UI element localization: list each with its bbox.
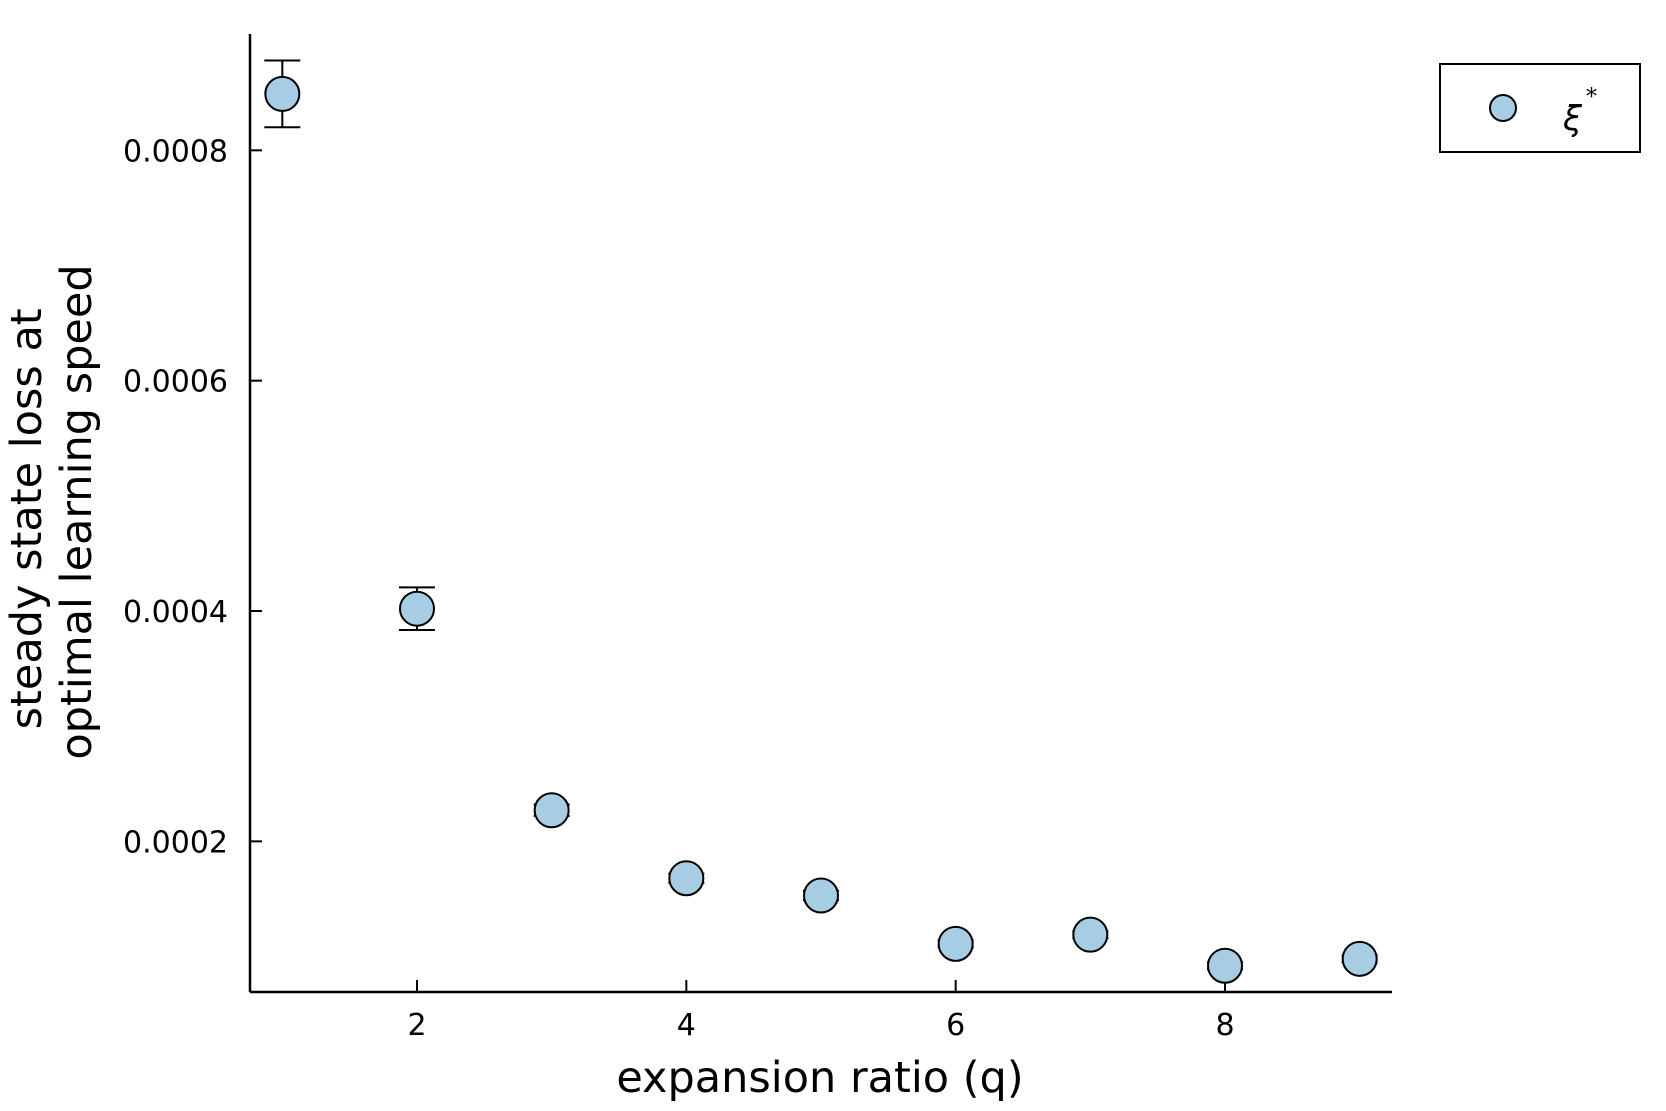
legend-marker [1489,94,1517,122]
data-marker [803,877,839,914]
axes: 2 4 6 8 0.0002 0.0004 0.0006 0.0008 [123,34,1392,1043]
y-tick-label: 0.0008 [123,134,228,169]
y-tick-label: 0.0002 [123,825,228,860]
data-markers [264,59,1378,984]
x-tick-label: 2 [407,1008,426,1043]
data-point [1207,947,1244,984]
data-point [1072,916,1109,953]
legend: ξ* [1439,63,1641,153]
legend-series-name: ξ [1562,99,1583,139]
y-axis-label: steady state loss at optimal learning sp… [2,264,102,759]
data-marker [398,590,435,627]
legend-box [1439,63,1641,153]
data-marker [264,75,301,112]
data-point [803,877,839,914]
legend-label: ξ* [1562,85,1597,139]
data-marker [937,925,974,962]
x-tick-label: 4 [677,1008,696,1043]
x-axis-label: expansion ratio (q) [616,1053,1023,1103]
y-axis-label-line-1: steady state loss at [2,308,52,729]
data-point [937,925,974,962]
y-tick-label: 0.0006 [123,365,228,400]
data-point [264,59,301,129]
data-point [668,860,705,897]
data-marker [668,860,705,897]
data-marker [1207,947,1244,984]
y-axis-label-line-2: optimal learning speed [52,264,102,759]
data-point [1341,940,1378,977]
y-tick-label: 0.0004 [123,595,228,630]
x-tick-label: 8 [1215,1008,1234,1043]
data-point [398,586,435,632]
legend-series-superscript: * [1586,85,1597,110]
data-marker [1072,916,1109,953]
data-point [533,792,570,829]
data-marker [533,792,570,829]
data-marker [1341,940,1378,977]
x-tick-label: 6 [946,1008,965,1043]
